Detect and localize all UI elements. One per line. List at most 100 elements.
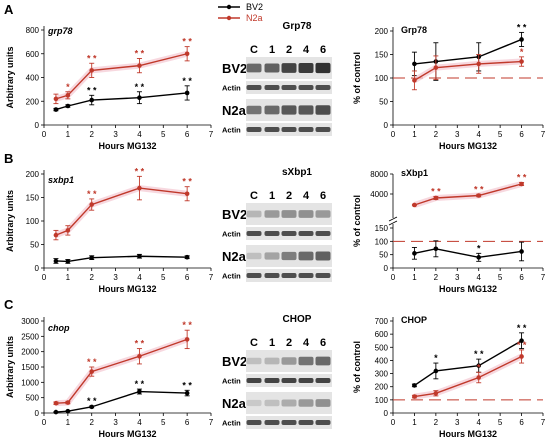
blot-row-label: Actin [222,230,241,239]
panel-label-c: C [4,297,14,312]
y-tick-label: 300 [375,370,389,379]
x-tick-label: 6 [519,418,524,427]
x-tick-label: 5 [498,130,503,139]
y-tick-label: 150 [375,224,389,233]
y-tick-label: 150 [26,194,40,203]
x-tick-label: 6 [185,418,190,427]
y-tick-label: 1500 [21,363,39,372]
blot-band [246,399,262,407]
data-point [89,97,95,103]
blot-band [315,231,331,236]
series-line [414,340,522,386]
series-line [414,183,522,206]
significance-mark: * * [517,173,527,183]
significance-mark: * * [182,177,192,187]
chart-C-right: 0 100 200 300 400 500 600 700 0 1 2 3 4 5 6 7 Hours MG13… [352,315,546,439]
series-bv2: * [411,240,525,262]
y-tick-label: 2500 [21,332,39,341]
data-point [89,369,95,374]
blot-row-label: N2a [222,396,247,411]
axis-break-mark [388,216,398,222]
data-point [519,249,524,254]
data-point [65,400,71,405]
gene-label-grp78: grp78 [47,26,73,36]
legend-label-n2a: N2a [246,13,263,23]
lane-label: 1 [269,44,275,56]
blot-band [246,357,262,365]
data-point [412,78,417,83]
y-tick-label: 50 [379,251,388,260]
data-point [412,61,417,67]
data-point [433,195,439,201]
gene-label-sxbp1: sxbp1 [48,175,74,185]
blot-band [264,399,280,407]
series-line [414,248,522,259]
gene-label-chop: chop [48,323,70,333]
data-point [433,65,439,70]
x-axis-label: Hours MG132 [98,141,156,151]
blot-band [315,62,331,74]
panel-label-b: B [4,151,13,166]
x-tick-label: 1 [66,130,71,139]
y-tick-label: 200 [375,27,389,36]
blot-band [246,420,262,425]
significance-mark: * * [182,37,192,47]
blot-band [264,252,280,260]
blot-band [281,63,297,73]
blot-row-label: Actin [222,377,241,386]
x-tick-label: 0 [42,273,47,282]
data-point [89,202,95,207]
y-axis-label: % of control [352,195,362,247]
x-tick-label: 7 [541,130,546,139]
lane-label: 6 [320,190,326,202]
significance-mark: * [66,82,70,92]
x-tick-label: 0 [391,273,396,282]
blot-band [298,251,314,261]
blot-band [264,85,280,90]
blot-row-label: N2a [222,249,247,264]
data-point [412,251,417,256]
series-n2a: * * * * * * * [53,37,192,105]
series-halo [54,185,188,238]
blot-band [281,273,297,278]
y-tick-label: 700 [375,317,389,326]
x-tick-label: 2 [89,273,94,282]
x-tick-label: 2 [89,418,94,427]
y-tick-label: 4000 [370,190,388,199]
data-point [53,107,59,112]
blot-band [281,399,297,407]
data-point [433,368,439,374]
y-tick-label: 100 [375,396,389,405]
blot-title: Grp78 [283,21,312,32]
blot-row-label: BV2 [222,61,247,76]
x-tick-label: 4 [137,130,142,139]
data-point [412,202,417,208]
data-point [476,363,482,368]
lane-label: 6 [320,44,326,56]
lane-label: 2 [286,44,292,56]
blot-band [298,105,314,115]
blot-band [264,63,280,73]
y-tick-label: 800 [26,26,40,35]
blot-band [315,251,331,261]
blot-band [315,85,331,90]
data-point [53,400,59,406]
data-point [184,254,190,260]
significance-mark: * * [87,396,97,406]
x-tick-label: 6 [185,273,190,282]
blot-band [246,378,262,383]
series-n2a: * * * * * * [411,173,527,208]
blot-band [315,420,331,425]
x-axis-label: Hours MG132 [439,429,497,439]
significance-mark: * * [182,380,192,390]
x-tick-label: 3 [113,130,118,139]
data-point [65,259,71,264]
legend-label-bv2: BV2 [246,2,263,12]
data-point [89,404,95,410]
significance-mark: * * [517,22,527,32]
y-tick-label: 50 [30,241,39,250]
blot-band [246,210,262,218]
blot-row-label: Actin [222,84,241,93]
significance-mark: * * [517,340,527,350]
lane-label: 4 [303,337,310,349]
